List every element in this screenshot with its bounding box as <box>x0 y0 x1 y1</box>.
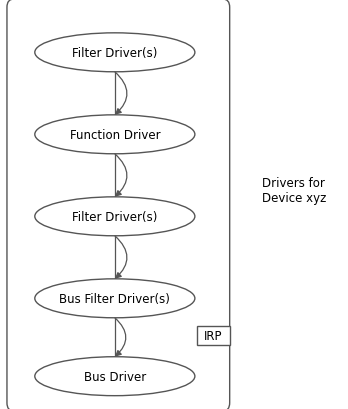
Text: Filter Driver(s): Filter Driver(s) <box>72 47 158 60</box>
Ellipse shape <box>35 357 195 396</box>
FancyArrowPatch shape <box>115 154 127 196</box>
Text: Bus Filter Driver(s): Bus Filter Driver(s) <box>60 292 170 305</box>
FancyArrowPatch shape <box>115 318 126 356</box>
FancyArrowPatch shape <box>115 73 127 115</box>
FancyBboxPatch shape <box>197 326 230 346</box>
Ellipse shape <box>35 279 195 318</box>
Ellipse shape <box>35 198 195 236</box>
Text: Function Driver: Function Driver <box>70 128 160 142</box>
Text: Bus Driver: Bus Driver <box>84 370 146 383</box>
Text: Drivers for
Device xyz: Drivers for Device xyz <box>262 176 326 204</box>
Ellipse shape <box>35 34 195 73</box>
FancyArrowPatch shape <box>115 236 127 278</box>
Text: Filter Driver(s): Filter Driver(s) <box>72 210 158 223</box>
Text: IRP: IRP <box>204 329 222 342</box>
Ellipse shape <box>35 115 195 154</box>
FancyBboxPatch shape <box>7 0 230 409</box>
